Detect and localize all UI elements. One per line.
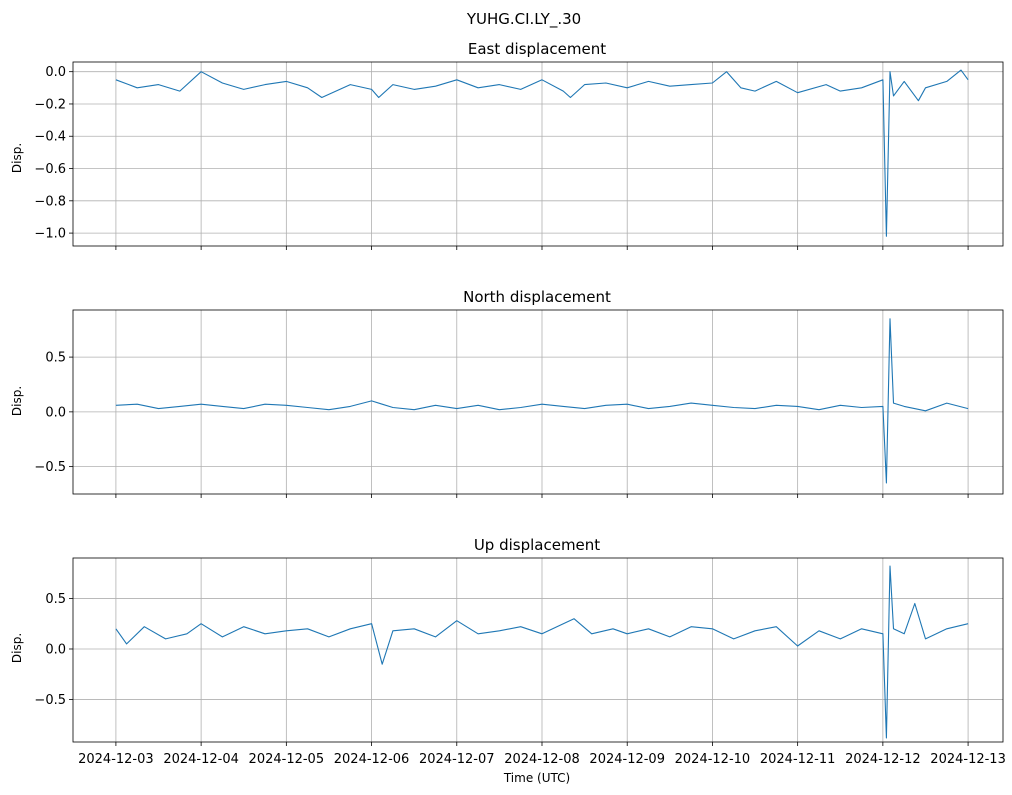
north-axes-frame <box>72 309 1004 495</box>
up-y-tick-label: 0.0 <box>45 642 66 657</box>
east-displacement-panel: East displacement Disp. 0.0 −0.2 −0.4 −0.6 −… <box>10 40 1004 250</box>
x-tick-label: 2024-12-10 <box>675 752 751 767</box>
north-displacement-line <box>115 318 969 484</box>
east-y-axis-label: Disp. <box>10 143 24 173</box>
east-y-tick-label: −1.0 <box>34 227 66 242</box>
east-y-tick-label: 0.0 <box>45 65 66 80</box>
east-panel-title: East displacement <box>468 40 606 58</box>
north-y-tick-label: 0.0 <box>45 405 66 420</box>
up-axes-frame <box>72 557 1004 743</box>
north-panel-title: North displacement <box>463 288 611 306</box>
north-displacement-panel: North displacement Disp. 0.5 0.0 −0.5 <box>10 288 1004 498</box>
up-y-tick-label: 0.5 <box>45 592 66 607</box>
x-tick-label: 2024-12-12 <box>845 752 921 767</box>
east-y-tick-label: −0.4 <box>34 130 66 145</box>
x-tick-label: 2024-12-04 <box>163 752 239 767</box>
x-axis-label: Time (UTC) <box>503 771 570 785</box>
up-y-axis-label: Disp. <box>10 633 24 663</box>
x-tick-label: 2024-12-13 <box>930 752 1006 767</box>
east-y-tick-label: −0.6 <box>34 162 66 177</box>
east-axes-frame <box>72 61 1004 247</box>
x-tick-label: 2024-12-07 <box>419 752 495 767</box>
north-y-tick-label: 0.5 <box>45 351 66 366</box>
x-tick-label: 2024-12-08 <box>504 752 580 767</box>
figure-title: YUHG.CI.LY_.30 <box>466 10 581 29</box>
x-tick-label: 2024-12-11 <box>760 752 836 767</box>
x-tick-label: 2024-12-05 <box>249 752 325 767</box>
east-y-tick-label: −0.2 <box>34 97 66 112</box>
x-tick-label: 2024-12-06 <box>334 752 410 767</box>
up-displacement-line <box>115 565 969 739</box>
x-tick-label: 2024-12-09 <box>589 752 665 767</box>
north-y-tick-label: −0.5 <box>34 460 66 475</box>
up-y-tick-label: −0.5 <box>34 693 66 708</box>
x-tick-label: 2024-12-03 <box>78 752 154 767</box>
up-displacement-panel: Up displacement Disp. 2024-12-03 2024-12-… <box>10 536 1006 767</box>
north-y-axis-label: Disp. <box>10 386 24 416</box>
up-panel-title: Up displacement <box>474 536 600 554</box>
east-y-tick-label: −0.8 <box>34 194 66 209</box>
east-displacement-line <box>115 69 969 237</box>
